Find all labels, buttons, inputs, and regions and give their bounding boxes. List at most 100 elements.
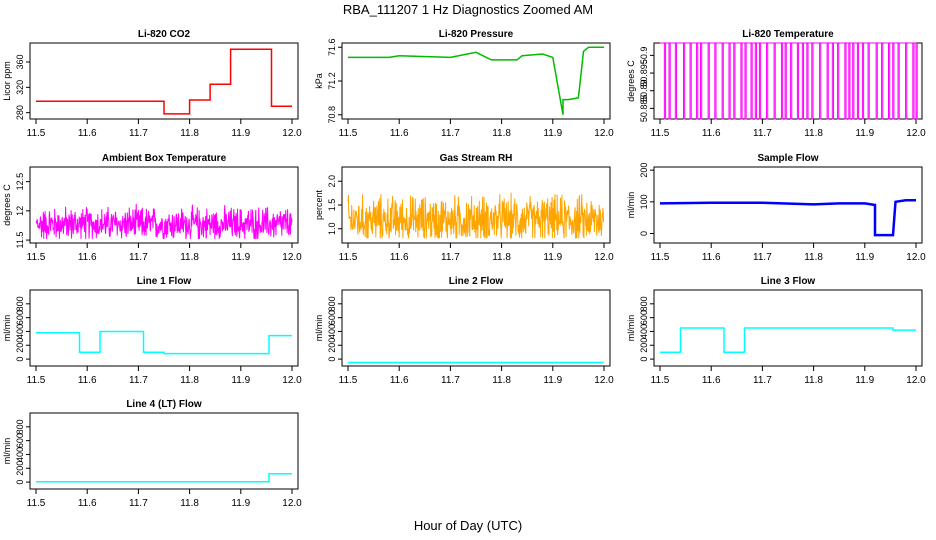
y-tick-label: 600	[639, 310, 649, 325]
panel-title: Line 3 Flow	[761, 276, 816, 287]
x-tick-label: 11.9	[231, 128, 250, 139]
x-tick-label: 11.5	[27, 498, 46, 509]
series-line	[347, 192, 605, 239]
y-tick-label: 360	[15, 54, 25, 69]
y-axis-label: kPa	[314, 73, 324, 89]
panel-title: Li-820 Pressure	[439, 29, 514, 40]
panel-6: Sample Flow 11.5 11.6 11.7 11.8 11.9 12.0 0 100 2…	[626, 153, 926, 263]
plot-frame	[341, 42, 611, 120]
y-axis-label: ml/min	[2, 315, 12, 342]
x-tick-label: 11.8	[492, 252, 511, 263]
x-tick-label: 11.6	[702, 128, 721, 139]
x-tick-label: 11.6	[390, 128, 409, 139]
y-tick-label: 0	[15, 480, 25, 485]
panel-1: Li-820 CO2 11.5 11.6 11.7 11.8 11.9 12.0 280 320…	[2, 29, 302, 139]
y-tick-label: 71.6	[327, 38, 337, 56]
x-tick-label: 12.0	[594, 252, 614, 263]
y-tick-label: 0	[15, 357, 25, 362]
plot-frame	[29, 412, 299, 490]
x-tick-label: 11.9	[855, 375, 874, 386]
x-tick-label: 11.8	[180, 375, 199, 386]
y-tick-label: 200	[639, 163, 649, 178]
y-tick-label: 50.885	[639, 95, 649, 123]
panel-2: Li-820 Pressure 11.5 11.6 11.7 11.8 11.9 12.0 7…	[314, 29, 614, 139]
y-tick-label: 400	[15, 324, 25, 339]
y-axis-label: ml/min	[2, 438, 12, 465]
panel-title: Gas Stream RH	[440, 153, 513, 164]
y-tick-label: 200	[639, 338, 649, 353]
panel-10: Line 4 (LT) Flow 11.5 11.6 11.7 11.8 11.9 12.0…	[2, 399, 302, 509]
x-tick-label: 11.6	[78, 128, 97, 139]
x-tick-label: 12.0	[282, 375, 302, 386]
panel-title: Li-820 Temperature	[742, 29, 834, 40]
x-tick-label: 11.6	[78, 498, 97, 509]
panel-title: Li-820 CO2	[138, 29, 191, 40]
panel-title: Sample Flow	[757, 153, 818, 164]
x-tick-label: 11.9	[543, 252, 562, 263]
plot-frame	[29, 289, 299, 367]
x-axis-title: Hour of Day (UTC)	[413, 518, 523, 533]
y-tick-label: 800	[327, 296, 337, 311]
x-tick-label: 11.7	[753, 128, 772, 139]
x-tick-label: 11.7	[129, 498, 148, 509]
y-tick-label: 800	[639, 296, 649, 311]
x-tick-label: 11.5	[651, 128, 670, 139]
y-tick-label: 2.0	[327, 175, 337, 188]
x-tick-label: 11.6	[78, 375, 97, 386]
y-axis-label: ml/min	[626, 192, 636, 219]
y-tick-label: 200	[15, 338, 25, 353]
x-tick-label: 11.5	[651, 252, 670, 263]
x-tick-label: 11.8	[804, 128, 823, 139]
panel-title: Line 2 Flow	[449, 276, 504, 287]
x-tick-label: 12.0	[282, 252, 302, 263]
plot-frame	[653, 166, 923, 244]
y-axis-label: Licor ppm	[2, 61, 12, 101]
x-tick-label: 11.7	[441, 252, 460, 263]
x-tick-label: 11.8	[180, 252, 199, 263]
y-axis-label: ml/min	[314, 315, 324, 342]
plot-frame	[29, 166, 299, 244]
panel-8: Line 2 Flow 11.5 11.6 11.7 11.8 11.9 12.0 0 2004…	[314, 276, 614, 386]
x-tick-label: 11.7	[129, 252, 148, 263]
plot-frame	[341, 289, 611, 367]
x-tick-label: 11.8	[492, 375, 511, 386]
x-tick-label: 11.7	[129, 375, 148, 386]
x-tick-label: 11.6	[390, 252, 409, 263]
y-tick-label: 400	[15, 447, 25, 462]
x-tick-label: 11.7	[441, 128, 460, 139]
y-tick-label: 12	[15, 206, 25, 216]
x-tick-label: 11.6	[702, 375, 721, 386]
x-tick-label: 11.8	[804, 252, 823, 263]
y-tick-label: 1.5	[327, 199, 337, 212]
x-tick-label: 12.0	[594, 128, 614, 139]
x-tick-label: 11.7	[753, 252, 772, 263]
y-tick-label: 50.895	[639, 59, 649, 87]
y-tick-label: 50.9	[639, 47, 649, 65]
series-line	[36, 48, 292, 115]
x-tick-label: 11.7	[753, 375, 772, 386]
x-tick-label: 11.9	[231, 252, 250, 263]
y-tick-label: 400	[327, 324, 337, 339]
y-tick-label: 1.0	[327, 222, 337, 235]
x-tick-label: 11.8	[180, 128, 199, 139]
y-axis-label: degrees C	[626, 60, 636, 102]
series-line	[348, 46, 604, 115]
y-tick-label: 200	[15, 461, 25, 476]
x-tick-label: 11.5	[339, 375, 358, 386]
y-tick-label: 71.2	[327, 72, 337, 90]
x-tick-label: 12.0	[594, 375, 614, 386]
x-tick-label: 11.5	[27, 128, 46, 139]
y-tick-label: 800	[15, 296, 25, 311]
x-tick-label: 11.8	[492, 128, 511, 139]
y-tick-label: 100	[639, 194, 649, 209]
y-tick-label: 600	[327, 310, 337, 325]
x-tick-label: 12.0	[282, 128, 302, 139]
y-tick-label: 50.89	[639, 79, 649, 102]
x-tick-label: 11.6	[390, 375, 409, 386]
y-axis-label: degrees C	[2, 184, 12, 226]
y-tick-label: 280	[15, 105, 25, 120]
x-tick-label: 11.5	[339, 128, 358, 139]
series-line	[660, 42, 918, 120]
x-tick-label: 11.5	[651, 375, 670, 386]
x-tick-label: 11.6	[78, 252, 97, 263]
